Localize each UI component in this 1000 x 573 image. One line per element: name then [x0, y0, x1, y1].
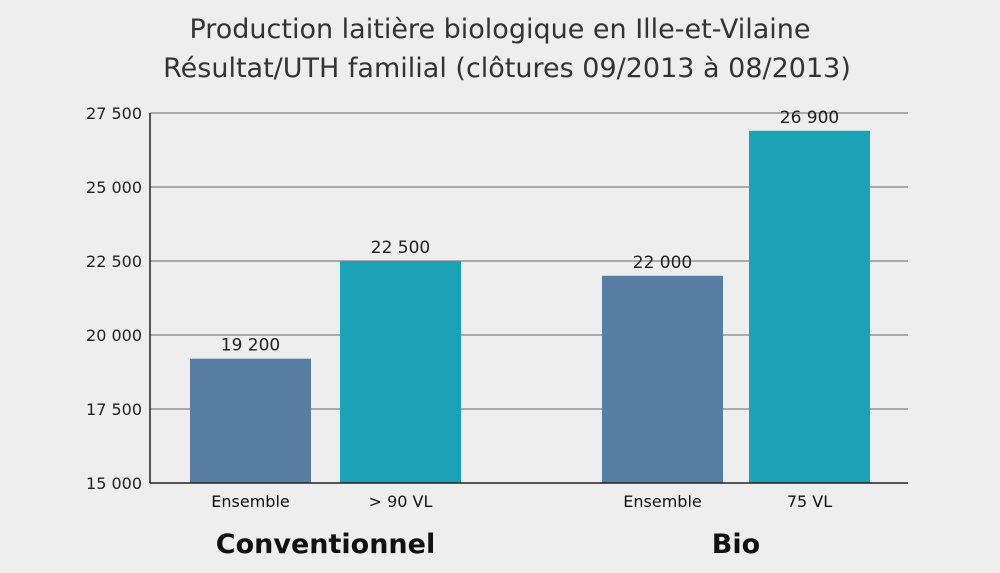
- x-category-label: Ensemble: [211, 492, 289, 511]
- y-tick-label: 27 500: [86, 104, 142, 123]
- axes: [149, 113, 908, 484]
- data-labels: 19 200 22 500 22 000 26 900: [221, 108, 839, 356]
- bar: [340, 261, 461, 483]
- x-category-label: 75 VL: [787, 492, 832, 511]
- group-label: Bio: [712, 529, 760, 560]
- bar-value-label: 26 900: [780, 108, 839, 128]
- bar: [190, 358, 311, 483]
- x-axis-categories: Ensemble > 90 VL Ensemble 75 VL: [211, 492, 832, 511]
- y-tick-label: 20 000: [86, 326, 142, 345]
- y-tick-label: 17 500: [86, 400, 142, 419]
- chart-subtitle: Résultat/UTH familial (clôtures 09/2013 …: [163, 53, 851, 84]
- y-tick-label: 15 000: [86, 474, 142, 493]
- y-tick-label: 22 500: [86, 252, 142, 271]
- y-tick-label: 25 000: [86, 178, 142, 197]
- bar-value-label: 22 000: [633, 253, 692, 273]
- group-label: Conventionnel: [216, 529, 435, 560]
- y-axis-ticks: 15 000 17 500 20 000 22 500 25 000 27 500: [86, 104, 142, 493]
- bar: [602, 275, 723, 483]
- bar-value-label: 22 500: [371, 238, 430, 258]
- bar-value-label: 19 200: [221, 336, 280, 356]
- chart-title: Production laitière biologique en Ille-e…: [189, 14, 810, 45]
- bars: [190, 130, 870, 483]
- bar: [749, 130, 870, 483]
- group-labels: Conventionnel Bio: [216, 529, 760, 560]
- x-category-label: > 90 VL: [369, 492, 433, 511]
- x-category-label: Ensemble: [623, 492, 701, 511]
